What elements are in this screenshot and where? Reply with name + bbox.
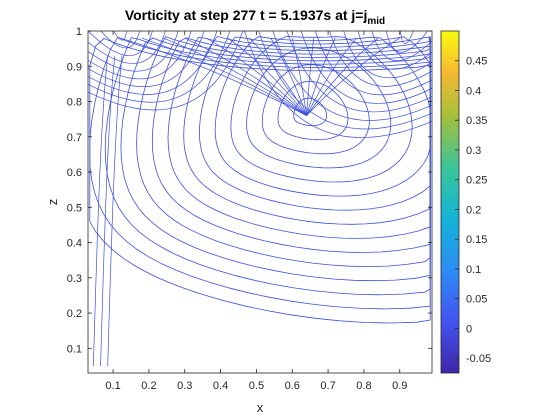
contour-line	[230, 35, 413, 183]
colorbar-tick-label: 0.35	[466, 115, 487, 127]
contour-line	[113, 31, 128, 41]
contour-line	[198, 36, 431, 211]
contour-line	[120, 37, 431, 282]
colorbar-tick-label: 0.45	[466, 56, 487, 68]
y-tick-label: 0.6	[67, 167, 82, 179]
x-axis: 0.1 0.2 0.3 0.4 0.5 0.6 0.7 0.8 0.9	[105, 31, 407, 392]
y-tick-label: 0.3	[67, 273, 82, 285]
colorbar-tick-label: 0.2	[466, 204, 481, 216]
contour-line	[306, 37, 379, 116]
colorbar-ticks: -0.05 0 0.05 0.1 0.15 0.2 0.25 0.3 0.35 0.4 0.45	[455, 56, 491, 365]
x-tick-label: 0.2	[141, 380, 156, 392]
contour-line	[136, 36, 431, 268]
x-tick-label: 0.5	[249, 380, 264, 392]
contour-lines	[88, 31, 432, 366]
contour-line	[167, 36, 431, 239]
chart-title-subscript: mid	[367, 16, 385, 27]
x-tick-label: 0.4	[213, 380, 228, 392]
colorbar-tick-label: 0.1	[466, 264, 481, 276]
contour-line	[277, 80, 349, 141]
contour-line	[89, 37, 431, 324]
contour-line	[291, 37, 307, 116]
x-tick-label: 0.7	[320, 380, 335, 392]
y-tick-label: 0.2	[67, 308, 82, 320]
colorbar-tick-label: 0.25	[466, 175, 487, 187]
contour-line	[214, 36, 431, 197]
y-tick-label: 0.7	[67, 132, 82, 144]
x-tick-label: 0.1	[105, 380, 120, 392]
y-tick-label: 0.4	[67, 238, 82, 250]
chart-title: Vorticity at step 277 t = 5.1937s at j=j…	[125, 7, 385, 27]
contour-line	[314, 31, 432, 96]
y-tick-label: 0.8	[67, 97, 82, 109]
colorbar	[440, 30, 460, 374]
x-tick-label: 0.8	[356, 380, 371, 392]
x-axis-label: x	[257, 400, 264, 415]
y-tick-label: 0.1	[67, 343, 82, 355]
contour-line	[151, 37, 431, 253]
colorbar-tick-label: 0.4	[466, 85, 481, 97]
plot-area	[88, 31, 432, 373]
contour-line	[272, 31, 432, 121]
contour-line	[88, 31, 166, 64]
contour-line	[357, 31, 432, 70]
contour-line	[227, 37, 307, 116]
contour-line	[88, 31, 192, 80]
contour-line	[88, 31, 231, 103]
y-axis-label: z	[45, 199, 60, 206]
contour-line	[100, 31, 140, 49]
contour-line	[183, 35, 431, 225]
contour-line	[306, 38, 315, 116]
y-tick-label: 1	[76, 26, 82, 38]
contour-line	[88, 31, 205, 88]
contour-line	[88, 31, 218, 95]
colorbar-tick-label: 0.15	[466, 234, 487, 246]
contour-line	[293, 97, 328, 126]
contour-line	[163, 37, 307, 116]
contour-line	[306, 37, 400, 116]
contour-line	[88, 31, 179, 72]
contour-line	[88, 31, 244, 111]
contour-line	[400, 31, 414, 45]
contour-line	[385, 31, 428, 53]
contour-line	[107, 55, 123, 366]
contour-line	[104, 37, 431, 296]
contour-line	[343, 31, 432, 78]
contour-line	[120, 37, 307, 116]
x-tick-label: 0.3	[177, 380, 192, 392]
contour-line	[261, 64, 370, 155]
y-axis: 0.1 0.2 0.3 0.4 0.5 0.6 0.7 0.8 0.9 1	[67, 26, 432, 355]
chart-title-main: Vorticity at step 277 t = 5.1937s at j=j	[125, 7, 368, 23]
contour-line	[258, 31, 432, 130]
contour-line	[206, 37, 307, 116]
colorbar-tick-label: 0.3	[466, 145, 481, 157]
contour-line	[88, 31, 153, 56]
x-tick-label: 0.9	[392, 380, 407, 392]
colorbar-tick-label: 0.05	[466, 294, 487, 306]
contour-line	[93, 55, 109, 366]
colorbar-tick-label: -0.05	[466, 353, 491, 365]
contour-line	[249, 37, 307, 116]
contour-line	[306, 37, 336, 116]
contour-line	[286, 31, 432, 113]
contour-line	[300, 31, 432, 104]
contour-line	[329, 31, 432, 87]
contour-line	[306, 37, 358, 116]
contour-line	[100, 55, 116, 366]
contour-line	[371, 31, 432, 61]
x-tick-label: 0.6	[285, 380, 300, 392]
plot-frame	[87, 30, 433, 374]
contour-line	[244, 31, 432, 138]
y-tick-label: 0.9	[67, 61, 82, 73]
contour-line	[141, 37, 307, 116]
y-tick-label: 0.5	[67, 202, 82, 214]
colorbar-tick-label: 0	[466, 323, 472, 335]
